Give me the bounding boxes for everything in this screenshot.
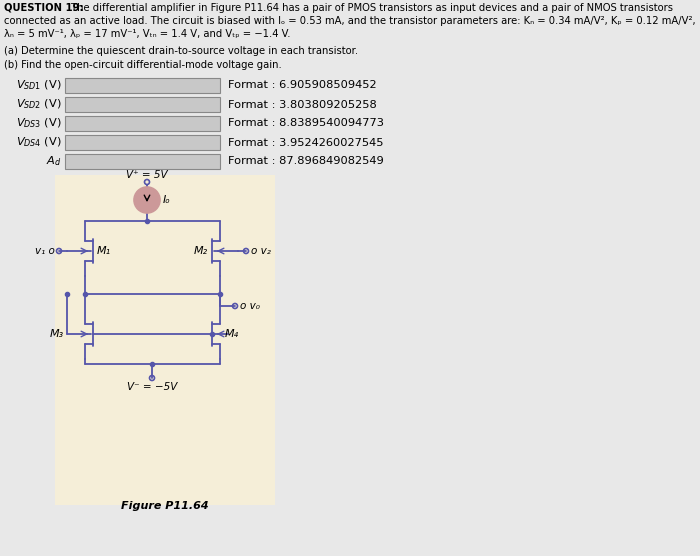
- Text: V⁺ = 5V: V⁺ = 5V: [126, 170, 168, 180]
- Text: Format : 87.896849082549: Format : 87.896849082549: [228, 156, 384, 166]
- Text: V⁻ = −5V: V⁻ = −5V: [127, 382, 177, 392]
- Text: v₁ o: v₁ o: [35, 246, 55, 256]
- Text: M₁: M₁: [97, 246, 111, 256]
- Text: M₂: M₂: [194, 246, 208, 256]
- Text: Figure P11.64: Figure P11.64: [121, 501, 209, 511]
- Text: λₙ = 5 mV⁻¹, λₚ = 17 mV⁻¹, Vₜₙ = 1.4 V, and Vₜₚ = −1.4 V.: λₙ = 5 mV⁻¹, λₚ = 17 mV⁻¹, Vₜₙ = 1.4 V, …: [4, 29, 290, 39]
- Bar: [65, 78, 220, 93]
- Text: $V_{SD2}$ (V): $V_{SD2}$ (V): [16, 98, 62, 111]
- Text: o v₂: o v₂: [251, 246, 271, 256]
- Text: Format : 6.905908509452: Format : 6.905908509452: [228, 81, 377, 91]
- Text: $V_{DS3}$ (V): $V_{DS3}$ (V): [16, 117, 62, 130]
- Text: Format : 8.8389540094773: Format : 8.8389540094773: [228, 118, 384, 128]
- Text: The differential amplifier in Figure P11.64 has a pair of PMOS transistors as in: The differential amplifier in Figure P11…: [68, 3, 673, 13]
- Text: M₃: M₃: [50, 329, 64, 339]
- Text: Format : 3.9524260027545: Format : 3.9524260027545: [228, 137, 384, 147]
- Text: Iₒ: Iₒ: [163, 195, 171, 205]
- Bar: [65, 135, 220, 150]
- Bar: [65, 154, 220, 169]
- Bar: [65, 97, 220, 112]
- Text: (a) Determine the quiescent drain-to-source voltage in each transistor.: (a) Determine the quiescent drain-to-sou…: [4, 46, 358, 56]
- Text: QUESTION 19:: QUESTION 19:: [4, 3, 83, 13]
- Text: $V_{SD1}$ (V): $V_{SD1}$ (V): [16, 79, 62, 92]
- Text: $A_d$: $A_d$: [46, 155, 62, 168]
- Text: M₄: M₄: [225, 329, 239, 339]
- Text: $V_{DS4}$ (V): $V_{DS4}$ (V): [16, 136, 62, 150]
- Text: Format : 3.803809205258: Format : 3.803809205258: [228, 100, 377, 110]
- Text: o v₀: o v₀: [240, 301, 260, 311]
- Bar: [55, 175, 275, 505]
- Bar: [65, 116, 220, 131]
- Circle shape: [134, 187, 160, 213]
- Text: (b) Find the open-circuit differential-mode voltage gain.: (b) Find the open-circuit differential-m…: [4, 60, 281, 70]
- Text: connected as an active load. The circuit is biased with Iₒ = 0.53 mA, and the tr: connected as an active load. The circuit…: [4, 16, 696, 26]
